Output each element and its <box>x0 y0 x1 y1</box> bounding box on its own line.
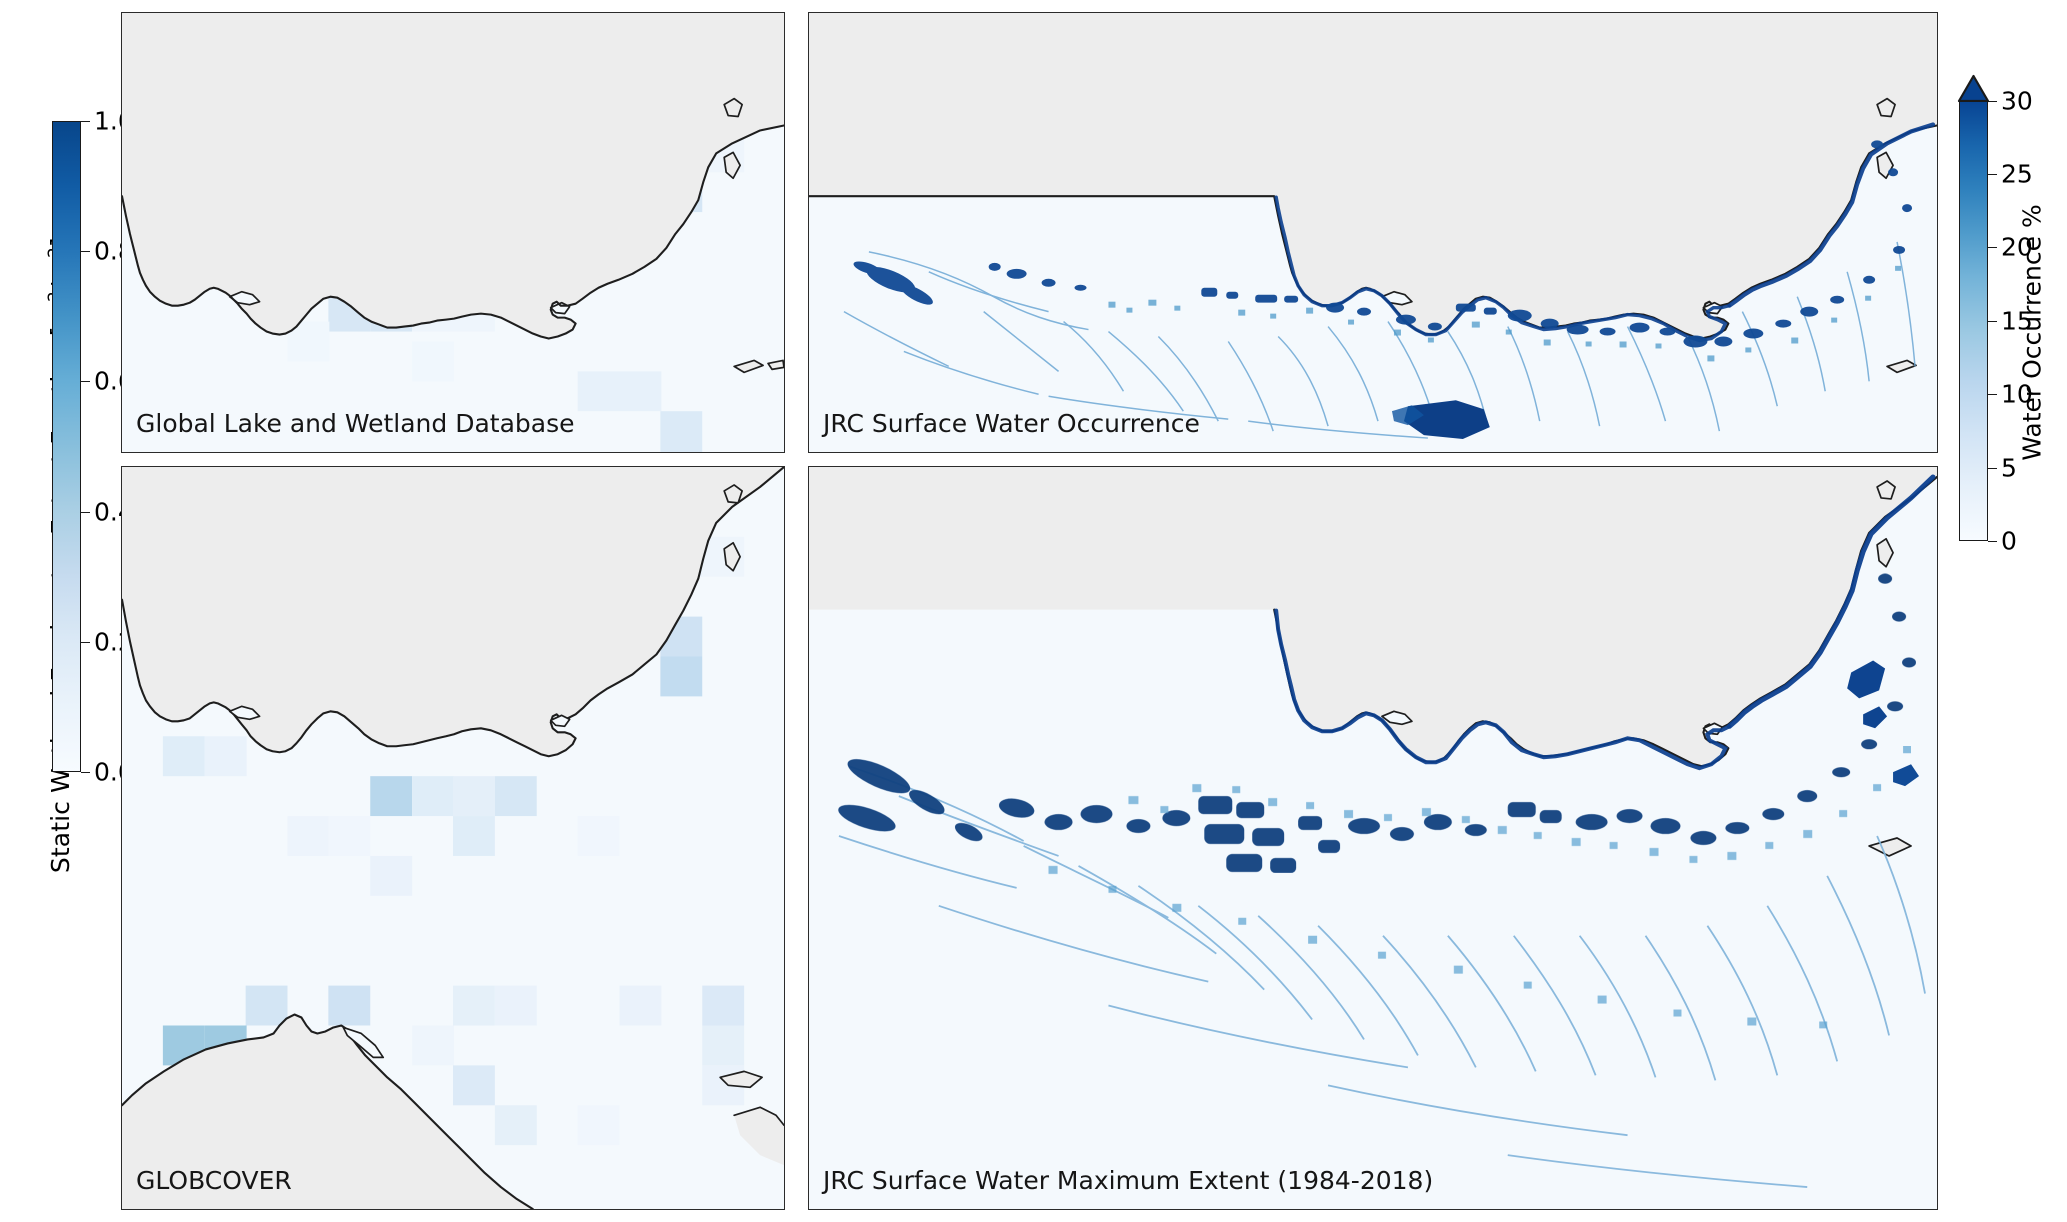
panel-caption-jrc-max-extent: JRC Surface Water Maximum Extent (1984-2… <box>823 1166 1434 1195</box>
right-colorbar-tick-0 <box>1988 541 1997 542</box>
panel-global-lake-wetland-database: Global Lake and Wetland Database <box>121 12 785 453</box>
left-colorbar-tick-6 <box>81 772 90 773</box>
panel-jrc-surface-water-occurrence: JRC Surface Water Occurrence <box>808 12 1938 453</box>
panel-jrc-surface-water-maximum-extent: JRC Surface Water Maximum Extent (1984-2… <box>808 466 1938 1210</box>
landmass-yucatan <box>122 13 784 339</box>
right-colorbar-extend-max-arrow <box>1959 77 1988 102</box>
left-colorbar-tick-1 <box>81 121 90 122</box>
panel-caption-jrc-occurrence: JRC Surface Water Occurrence <box>823 409 1200 438</box>
right-colorbar-ticklabel-25: 25 <box>2001 159 2033 189</box>
right-colorbar-ticklabel-0: 0 <box>2001 526 2017 556</box>
right-colorbar-ticklabel-5: 5 <box>2001 453 2017 483</box>
left-colorbar-tick-3 <box>81 381 90 382</box>
right-colorbar-tick-20 <box>1988 247 1997 248</box>
globcover-map <box>122 467 784 1209</box>
jrc-occurrence-map <box>809 13 1937 452</box>
left-colorbar: Static Wetland Freshwater Extent Fractio… <box>0 0 134 1222</box>
right-colorbar-tick-10 <box>1988 394 1997 395</box>
left-colorbar-tick-5 <box>81 642 90 643</box>
right-colorbar-ticklabel-15: 15 <box>2001 306 2033 336</box>
right-colorbar-ticklabel-10: 10 <box>2001 379 2033 409</box>
right-colorbar-ticklabel-20: 20 <box>2001 232 2033 262</box>
left-colorbar-tick-2 <box>81 251 90 252</box>
left-colorbar-tick-4 <box>81 512 90 513</box>
right-colorbar-tick-5 <box>1988 468 1997 469</box>
jrc-max-extent-raster <box>809 467 1937 1188</box>
panel-caption-globcover: GLOBCOVER <box>136 1166 292 1195</box>
right-colorbar-tick-30 <box>1988 101 1997 102</box>
right-colorbar-ticklabel-30: 30 <box>2001 86 2033 116</box>
panel-caption-glwd: Global Lake and Wetland Database <box>136 409 575 438</box>
jrc-occurrence-raster <box>809 13 1937 440</box>
right-colorbar-axis-label: Water Occurrence % <box>2017 204 2047 461</box>
left-colorbar-gradient <box>52 121 81 772</box>
right-colorbar-tick-25 <box>1988 174 1997 175</box>
glwd-map <box>122 13 784 452</box>
right-colorbar: 30 25 20 15 10 5 0 Water Occurrence % <box>1947 0 2067 1222</box>
right-colorbar-gradient <box>1959 101 1988 541</box>
jrc-max-extent-map <box>809 467 1937 1209</box>
panel-globcover: GLOBCOVER <box>121 466 785 1210</box>
right-colorbar-tick-15 <box>1988 321 1997 322</box>
coastline <box>122 124 784 340</box>
